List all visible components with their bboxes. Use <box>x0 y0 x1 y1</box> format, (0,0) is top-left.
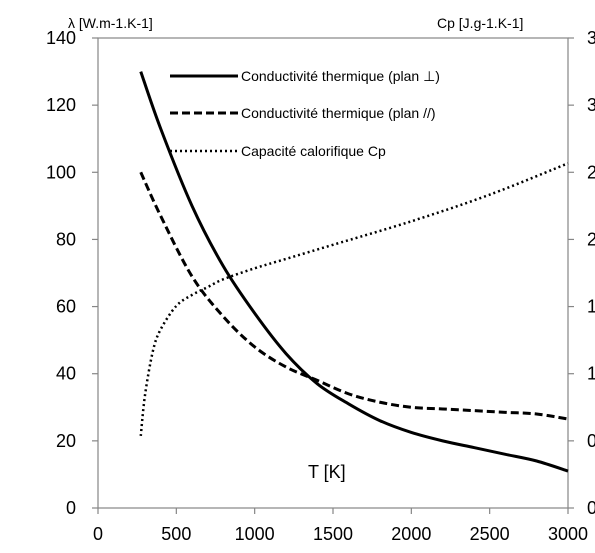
legend: Conductivité thermique (plan ⊥) Conducti… <box>170 68 440 159</box>
series <box>139 71 569 473</box>
x-tick-label: 3000 <box>548 524 588 544</box>
series-line-dashed <box>139 171 569 421</box>
y-axis-title: λ [W.m-1.K-1] <box>68 15 153 31</box>
x-tick-label: 0 <box>93 524 103 544</box>
y-tick-label: 20 <box>56 431 76 451</box>
legend-label-dashed: Conductivité thermique (plan //) <box>241 105 436 121</box>
x-tick-label: 2500 <box>470 524 510 544</box>
x-tick-label: 1000 <box>235 524 275 544</box>
y2-tick-label: 2 <box>587 229 595 249</box>
series-line-dotted <box>139 162 569 437</box>
y2-tick-label: 2 <box>587 162 595 182</box>
y-tick-label: 80 <box>56 229 76 249</box>
y2-tick-label: 1 <box>587 297 595 317</box>
y2-tick-label: 0 <box>587 431 595 451</box>
y-tick-label: 100 <box>46 162 76 182</box>
y2-axis-title: Cp [J.g-1.K-1] <box>437 15 523 31</box>
y2-tick-label: 3 <box>587 28 595 48</box>
x-axis-title: T [K] <box>308 462 346 482</box>
y-tick-label: 120 <box>46 95 76 115</box>
y2-tick-label: 0 <box>587 498 595 518</box>
y-tick-label: 60 <box>56 297 76 317</box>
legend-label-solid: Conductivité thermique (plan ⊥) <box>241 68 440 84</box>
series-line-solid <box>139 71 569 473</box>
y2-tick-label: 1 <box>587 364 595 384</box>
y-tick-label: 140 <box>46 28 76 48</box>
x-tick-label: 500 <box>161 524 191 544</box>
y2-tick-label: 3 <box>587 95 595 115</box>
y-tick-label: 40 <box>56 364 76 384</box>
x-tick-label: 2000 <box>391 524 431 544</box>
legend-label-dotted: Capacité calorifique Cp <box>241 143 386 159</box>
x-tick-label: 1500 <box>313 524 353 544</box>
y-tick-label: 0 <box>66 498 76 518</box>
